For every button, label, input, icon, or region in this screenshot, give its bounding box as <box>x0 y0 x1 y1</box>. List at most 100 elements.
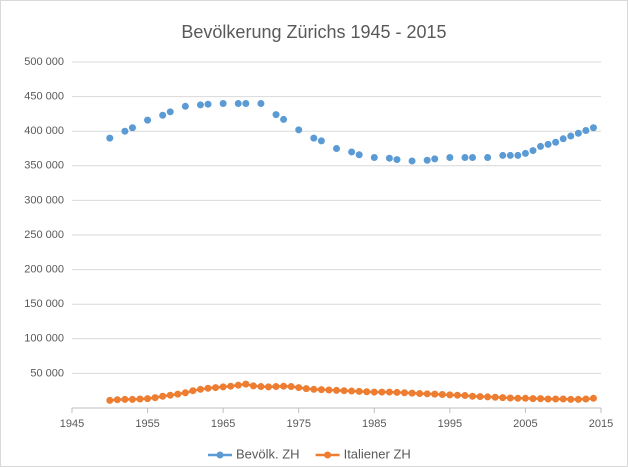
point <box>159 392 167 400</box>
x-tick-label: 1965 <box>211 418 235 430</box>
point <box>333 386 340 394</box>
y-tick-label: 350 000 <box>24 160 64 172</box>
point <box>453 391 461 399</box>
point <box>317 137 325 145</box>
point <box>340 387 348 395</box>
point <box>484 153 492 161</box>
point <box>499 151 507 159</box>
point <box>423 390 431 398</box>
point <box>529 147 537 155</box>
point <box>567 132 575 140</box>
point <box>249 382 257 390</box>
point <box>385 154 393 162</box>
point <box>476 393 484 401</box>
point <box>363 388 371 396</box>
point <box>280 115 288 123</box>
point <box>529 395 537 403</box>
x-tick-label: 1985 <box>362 418 386 430</box>
point <box>423 156 431 164</box>
point <box>446 153 454 161</box>
point <box>242 100 250 108</box>
y-tick-label: 150 000 <box>24 298 64 310</box>
point <box>574 129 582 137</box>
point <box>461 153 469 161</box>
y-tick-label: 500 000 <box>24 56 64 68</box>
point <box>204 384 212 392</box>
legend-marker <box>324 451 332 459</box>
point <box>408 389 416 397</box>
point <box>287 383 295 391</box>
point <box>234 381 242 389</box>
point <box>506 394 514 402</box>
x-tick-label: 2015 <box>589 418 613 430</box>
point <box>499 394 507 402</box>
point <box>552 395 560 403</box>
point <box>219 383 227 391</box>
point <box>574 395 582 403</box>
point <box>461 392 469 400</box>
point <box>559 395 567 403</box>
point <box>393 388 401 396</box>
point <box>393 156 401 164</box>
point <box>121 127 129 135</box>
point <box>128 395 136 403</box>
point <box>212 384 220 392</box>
point <box>370 153 378 161</box>
point <box>144 116 152 124</box>
point <box>514 394 522 402</box>
point <box>136 395 144 403</box>
x-tick-label: 1975 <box>286 418 310 430</box>
point <box>227 382 235 390</box>
point <box>257 383 265 391</box>
point <box>159 111 167 119</box>
point <box>196 101 204 109</box>
point <box>219 100 227 108</box>
y-tick-label: 400 000 <box>24 125 64 137</box>
point <box>438 391 446 399</box>
point <box>106 396 114 404</box>
point <box>113 396 121 404</box>
point <box>521 394 529 402</box>
point <box>310 134 318 142</box>
point <box>272 111 280 119</box>
x-tick-label: 1995 <box>438 418 462 430</box>
point <box>582 127 590 135</box>
point <box>589 124 597 132</box>
point <box>469 153 477 161</box>
point <box>544 395 552 403</box>
point <box>166 108 174 116</box>
legend-marker <box>216 451 224 459</box>
point <box>317 386 325 394</box>
point <box>189 387 197 395</box>
point <box>589 394 597 402</box>
point <box>310 385 318 393</box>
point <box>106 134 114 142</box>
chart-title: Bevölkerung Zürichs 1945 - 2015 <box>181 22 446 42</box>
y-tick-label: 300 000 <box>24 194 64 206</box>
point <box>264 383 272 391</box>
point <box>446 391 454 399</box>
point <box>544 140 552 148</box>
point <box>325 386 333 394</box>
y-tick-label: 200 000 <box>24 264 64 276</box>
point <box>348 387 356 395</box>
point <box>181 102 189 110</box>
point <box>370 388 378 396</box>
point <box>242 380 250 388</box>
legend-label: Bevölk. ZH <box>236 446 300 461</box>
point <box>121 395 129 403</box>
point <box>295 126 303 134</box>
legend-label: Italiener ZH <box>344 446 411 461</box>
x-tick-label: 2005 <box>513 418 537 430</box>
point <box>128 124 136 132</box>
point <box>196 385 204 393</box>
point <box>166 391 174 399</box>
point <box>355 387 363 395</box>
point <box>408 157 416 165</box>
point <box>431 390 439 398</box>
point <box>144 395 152 403</box>
point <box>355 151 363 159</box>
point <box>506 151 514 159</box>
point <box>204 100 212 108</box>
